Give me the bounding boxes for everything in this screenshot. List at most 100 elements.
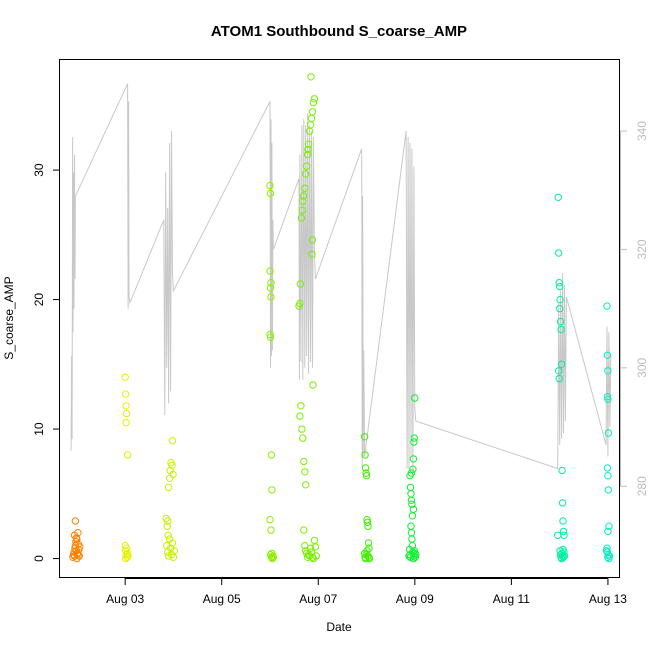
data-point — [412, 551, 420, 559]
x-tick-label: Aug 13 — [589, 592, 627, 606]
data-point — [364, 522, 372, 530]
data-point — [300, 192, 308, 200]
data-point — [308, 236, 317, 244]
data-points — [69, 73, 614, 563]
data-point — [307, 114, 316, 123]
data-point — [604, 472, 612, 480]
data-point — [555, 279, 563, 287]
data-point — [301, 184, 309, 192]
data-point — [604, 367, 612, 375]
data-point — [560, 548, 568, 556]
data-point — [299, 434, 307, 442]
data-point — [300, 526, 308, 534]
data-point — [168, 437, 177, 445]
data-point — [296, 280, 305, 288]
series-8 — [602, 302, 614, 563]
data-point — [361, 554, 370, 563]
data-point — [559, 553, 568, 561]
data-point — [75, 552, 84, 560]
data-point — [73, 554, 81, 563]
data-point — [307, 548, 316, 556]
data-point — [304, 145, 312, 154]
y-tick-label: 20 — [32, 293, 46, 307]
data-point — [304, 150, 312, 159]
data-point — [407, 469, 416, 477]
data-point — [76, 543, 84, 551]
data-point — [554, 193, 562, 202]
data-point — [307, 73, 315, 81]
data-point — [164, 483, 173, 492]
data-point — [308, 250, 316, 259]
data-point — [556, 304, 564, 313]
data-point — [267, 279, 275, 287]
series-5 — [360, 433, 374, 563]
data-point — [312, 552, 320, 560]
data-point — [306, 544, 315, 552]
y-axis: 0 10 20 30 — [32, 163, 60, 562]
data-point — [360, 433, 369, 441]
data-point — [300, 457, 308, 466]
data-point — [122, 418, 130, 427]
data-point — [410, 434, 418, 442]
y2-tick-label: 340 — [635, 121, 649, 141]
x-axis: Aug 03 Aug 05 Aug 07 Aug 09 Aug 11 Aug 13 — [106, 578, 627, 606]
data-point — [605, 554, 613, 563]
data-point — [267, 553, 276, 561]
data-point — [301, 468, 309, 476]
data-point — [406, 483, 415, 492]
data-point — [555, 374, 563, 383]
series-4 — [295, 73, 320, 563]
data-point — [554, 531, 562, 539]
data-point — [302, 481, 310, 489]
data-point — [604, 395, 612, 403]
data-point — [122, 390, 130, 398]
data-point — [559, 527, 568, 536]
data-point — [267, 451, 276, 459]
data-point — [298, 425, 306, 433]
data-point — [556, 295, 564, 304]
data-point — [604, 486, 613, 494]
y2-tick-label: 320 — [635, 239, 649, 259]
data-point — [409, 455, 418, 463]
data-point — [268, 554, 277, 563]
data-point — [168, 461, 176, 469]
series-7 — [554, 193, 569, 563]
data-point — [123, 549, 132, 558]
data-point — [163, 522, 171, 530]
data-point — [268, 486, 276, 494]
data-point — [605, 522, 613, 530]
y-tick-label: 10 — [32, 422, 46, 436]
y-tick-label: 0 — [32, 555, 46, 562]
data-point — [266, 284, 275, 292]
x-tick-label: Aug 11 — [493, 592, 530, 606]
data-point — [408, 535, 416, 543]
data-point — [122, 544, 131, 552]
data-point — [164, 517, 172, 525]
data-point — [558, 466, 566, 475]
data-point — [409, 465, 417, 473]
data-point — [164, 531, 172, 539]
data-point — [555, 367, 563, 375]
data-point — [557, 360, 566, 368]
data-point — [297, 402, 305, 410]
data-point — [74, 551, 83, 559]
data-point — [411, 394, 419, 402]
data-point — [560, 552, 569, 560]
data-point — [364, 539, 373, 547]
data-point — [409, 505, 418, 514]
data-point — [558, 499, 567, 507]
data-point — [361, 451, 369, 459]
data-point — [310, 95, 319, 103]
data-point — [603, 393, 612, 401]
data-point — [405, 545, 414, 554]
data-point — [560, 531, 568, 539]
series-6 — [405, 394, 420, 563]
data-point — [266, 181, 274, 190]
data-point — [363, 547, 371, 555]
data-point — [302, 170, 310, 178]
data-point — [121, 373, 129, 381]
data-point — [408, 512, 417, 520]
y-tick-label: 30 — [32, 163, 46, 177]
data-point — [170, 547, 179, 555]
